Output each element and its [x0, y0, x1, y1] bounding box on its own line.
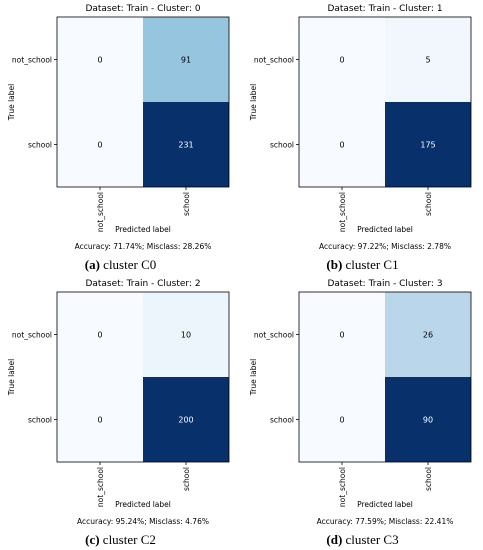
cell-value-label: 0 [339, 416, 344, 425]
y-tick-label: not_school [12, 56, 52, 65]
cell-value-label: 0 [97, 331, 102, 340]
confusion-matrix-panel-c3: Dataset: Train - Cluster: 3 0 26 0 90 not_sch… [242, 275, 483, 550]
y-tick-label: school [270, 416, 294, 425]
matrix-cell [57, 292, 143, 377]
y-tick-label: not_school [12, 331, 52, 340]
chart-title: Dataset: Train - Cluster: 3 [327, 279, 442, 289]
x-tick-label: school [182, 192, 191, 216]
confusion-matrix-c2: Dataset: Train - Cluster: 20 100 200not_sc… [7, 279, 230, 526]
accuracy-footer: Accuracy: 97.22%; Misclass: 2.78% [319, 242, 451, 251]
cell-value-label: 200 [178, 416, 193, 425]
matrix-cell [299, 377, 385, 462]
cell-value-label: 0 [97, 416, 102, 425]
accuracy-footer: Accuracy: 95.24%; Misclass: 4.76% [77, 517, 209, 526]
chart-title: Dataset: Train - Cluster: 2 [85, 279, 200, 289]
x-axis-label: Predicted label [357, 500, 413, 509]
matrix-frame [56, 16, 230, 188]
caption-c0: (a) cluster C0 [0, 257, 241, 273]
x-axis-label: Predicted label [115, 225, 171, 234]
y-tick-label: school [28, 416, 52, 425]
accuracy-footer: Accuracy: 77.59%; Misclass: 22.41% [317, 517, 454, 526]
cell-value-label: 10 [181, 331, 191, 340]
matrix-frame [56, 291, 230, 463]
matrix-cell [299, 292, 385, 377]
x-axis-label: Predicted label [357, 225, 413, 234]
x-axis-label: Predicted label [115, 500, 171, 509]
matrix-cell [385, 377, 471, 462]
x-tick-label: school [182, 467, 191, 491]
matrix-cell [57, 17, 143, 102]
matrix-cell [57, 377, 143, 462]
caption-letter: (d) [326, 532, 343, 547]
accuracy-footer: Accuracy: 71.74%; Misclass: 28.26% [75, 242, 212, 251]
cell-value-label: 0 [97, 141, 102, 150]
x-tick-label: not_school [96, 192, 105, 232]
caption-text: cluster C0 [103, 257, 157, 272]
x-tick-label: not_school [338, 467, 347, 507]
confusion-matrix-panel-c2: Dataset: Train - Cluster: 2 0 10 0 200 not_sc… [0, 275, 241, 550]
cell-value-label: 175 [420, 141, 435, 150]
cell-value-label: 26 [423, 331, 433, 340]
y-axis-label: True label [249, 359, 258, 396]
matrix-cell [385, 292, 471, 377]
matrix-cell [299, 102, 385, 187]
matrix-cell [143, 102, 229, 187]
matrix-frame [298, 16, 472, 188]
matrix-cell [57, 102, 143, 187]
cell-value-label: 0 [97, 56, 102, 65]
y-axis-label: True label [249, 84, 258, 121]
caption-c3: (d) cluster C3 [242, 532, 483, 548]
matrix-cell [143, 292, 229, 377]
x-tick-label: school [424, 192, 433, 216]
confusion-matrix-panel-c1: Dataset: Train - Cluster: 1 0 5 0 175 not_sch… [242, 0, 483, 275]
confusion-matrix-c1: Dataset: Train - Cluster: 10 50 175not_sch… [249, 4, 472, 251]
x-tick-label: school [424, 467, 433, 491]
confusion-matrix-panel-c0: Dataset: Train - Cluster: 0 0 91 0 231 not_sc… [0, 0, 241, 275]
caption-text: cluster C3 [345, 532, 399, 547]
y-tick-label: school [28, 141, 52, 150]
y-axis-label: True label [7, 359, 16, 396]
cell-value-label: 0 [339, 331, 344, 340]
cell-value-label: 231 [178, 141, 193, 150]
matrix-cell [385, 102, 471, 187]
caption-text: cluster C1 [345, 257, 399, 272]
y-axis-label: True label [7, 84, 16, 121]
y-tick-label: not_school [254, 331, 294, 340]
y-tick-label: school [270, 141, 294, 150]
confusion-matrix-c3: Dataset: Train - Cluster: 3 0 26 0 90 not_sch… [249, 279, 472, 526]
caption-letter: (b) [326, 257, 343, 272]
matrix-cell [143, 377, 229, 462]
caption-text: cluster C2 [102, 532, 156, 547]
chart-title: Dataset: Train - Cluster: 0 [85, 4, 200, 14]
cell-value-label: 0 [339, 56, 344, 65]
confusion-matrix-c0: Dataset: Train - Cluster: 0 0 91 0 231 not_sc… [7, 4, 230, 251]
caption-letter: (c) [85, 532, 100, 547]
cell-value-label: 91 [181, 56, 191, 65]
matrix-frame [298, 291, 472, 463]
matrix-cell [143, 17, 229, 102]
chart-title: Dataset: Train - Cluster: 1 [327, 4, 442, 14]
x-tick-label: not_school [338, 192, 347, 232]
y-tick-label: not_school [254, 56, 294, 65]
caption-c2: (c) cluster C2 [0, 532, 241, 548]
cell-value-label: 90 [423, 416, 433, 425]
caption-letter: (a) [84, 257, 100, 272]
caption-c1: (b) cluster C1 [242, 257, 483, 273]
matrix-cell [385, 17, 471, 102]
matrix-cell [299, 17, 385, 102]
cell-value-label: 5 [425, 56, 430, 65]
cell-value-label: 0 [339, 141, 344, 150]
x-tick-label: not_school [96, 467, 105, 507]
